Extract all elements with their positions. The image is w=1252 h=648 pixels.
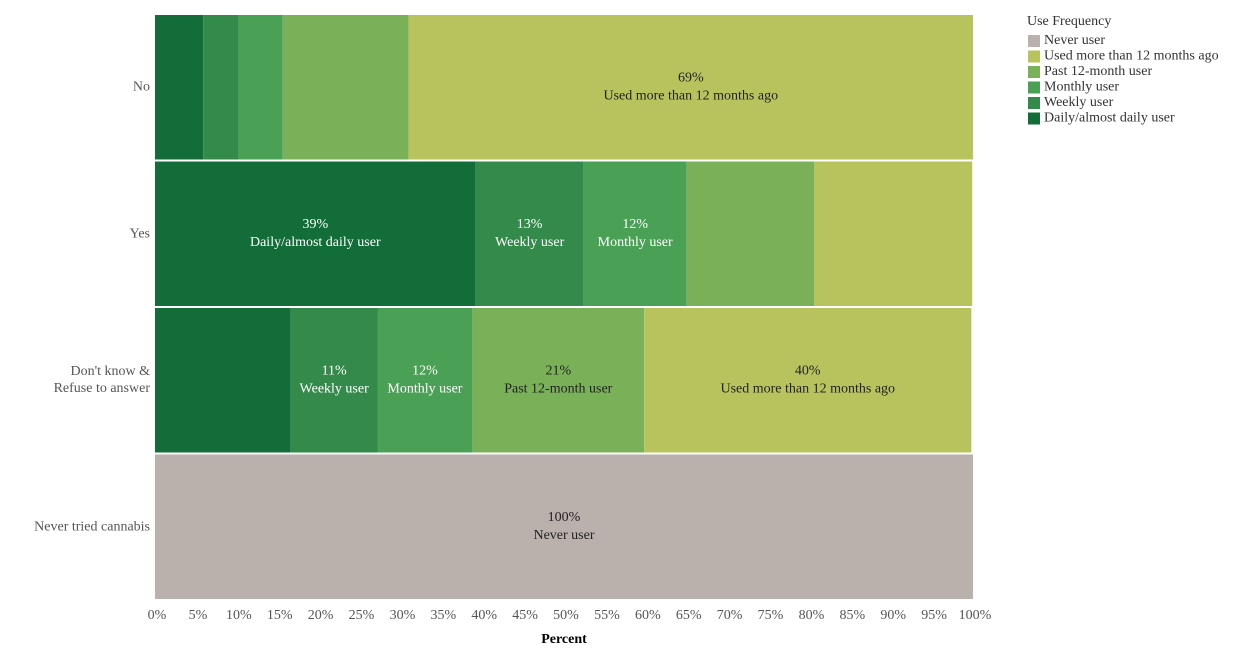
bar-segment — [282, 15, 409, 160]
y-tick-label: Never tried cannabis — [34, 519, 150, 535]
bar-segment — [203, 15, 239, 160]
data-label: 11% — [322, 363, 347, 378]
bar-segment — [155, 161, 476, 306]
y-tick-label: Don't know & Refuse to answer — [53, 364, 150, 397]
legend-swatch — [1028, 35, 1040, 47]
data-label-name: Never user — [533, 528, 594, 543]
x-tick-label: 25% — [349, 608, 375, 623]
x-axis-label: Percent — [541, 632, 587, 647]
x-tick-label: 45% — [512, 608, 538, 623]
legend-label: Weekly user — [1044, 95, 1114, 110]
data-label-name: Weekly user — [300, 381, 370, 396]
x-tick-label: 20% — [308, 608, 334, 623]
data-label-name: Past 12-month user — [504, 381, 612, 396]
x-tick-label: 75% — [758, 608, 784, 623]
data-label: 12% — [412, 363, 438, 378]
x-tick-label: 35% — [430, 608, 456, 623]
bar-segment — [238, 15, 283, 160]
x-tick-label: 50% — [553, 608, 579, 623]
bar-segment — [408, 15, 974, 160]
x-tick-label: 95% — [921, 608, 947, 623]
legend-swatch — [1028, 97, 1040, 109]
x-tick-label: 100% — [959, 608, 992, 623]
x-tick-label: 15% — [267, 608, 293, 623]
data-label-name: Monthly user — [598, 235, 673, 250]
bar-segment — [814, 161, 973, 306]
bar-segment — [583, 161, 687, 306]
bar-segment — [155, 308, 291, 453]
legend-swatch — [1028, 50, 1040, 63]
x-tick-label: 55% — [594, 608, 620, 623]
data-label: 13% — [517, 217, 543, 232]
x-tick-label: 65% — [676, 608, 702, 623]
data-label-name: Used more than 12 months ago — [720, 381, 895, 396]
bar-segment — [290, 308, 378, 453]
bar-segment — [644, 308, 972, 453]
data-label: 21% — [545, 363, 571, 378]
x-tick-label: 70% — [717, 608, 743, 623]
bar-segment — [155, 15, 204, 160]
legend-label: Never user — [1044, 33, 1105, 48]
data-label: 100% — [548, 510, 581, 525]
data-label-name: Used more than 12 months ago — [603, 88, 778, 103]
legend-swatch — [1028, 112, 1040, 125]
bar-segment — [472, 308, 645, 453]
legend-label: Past 12-month user — [1044, 64, 1152, 79]
legend-swatch — [1028, 66, 1040, 78]
legend-swatch — [1028, 81, 1040, 94]
data-label: 40% — [795, 363, 821, 378]
x-tick-label: 30% — [390, 608, 416, 623]
legend-label: Daily/almost daily user — [1044, 111, 1175, 126]
data-label: 12% — [622, 217, 648, 232]
x-tick-label: 0% — [148, 608, 167, 623]
legend-label: Used more than 12 months ago — [1044, 49, 1219, 64]
y-tick-label: Yes — [129, 226, 150, 242]
x-tick-label: 5% — [189, 608, 208, 623]
legend-label: Monthly user — [1044, 80, 1119, 95]
y-tick-label: No — [132, 79, 150, 95]
bar-segment — [475, 161, 584, 306]
x-tick-label: 80% — [799, 608, 825, 623]
data-label-name: Daily/almost daily user — [250, 235, 381, 250]
x-tick-label: 90% — [880, 608, 906, 623]
legend-title: Use Frequency — [1027, 14, 1111, 29]
data-label: 39% — [302, 217, 328, 232]
data-label: 69% — [678, 70, 704, 85]
x-tick-label: 60% — [635, 608, 661, 623]
bar-segment — [686, 161, 815, 306]
x-tick-label: 40% — [471, 608, 497, 623]
bar-segment — [377, 308, 473, 453]
data-label-name: Monthly user — [387, 381, 462, 396]
bar-segment — [155, 454, 973, 599]
x-tick-label: 10% — [226, 608, 252, 623]
data-label-name: Weekly user — [495, 235, 565, 250]
x-tick-label: 85% — [839, 608, 865, 623]
